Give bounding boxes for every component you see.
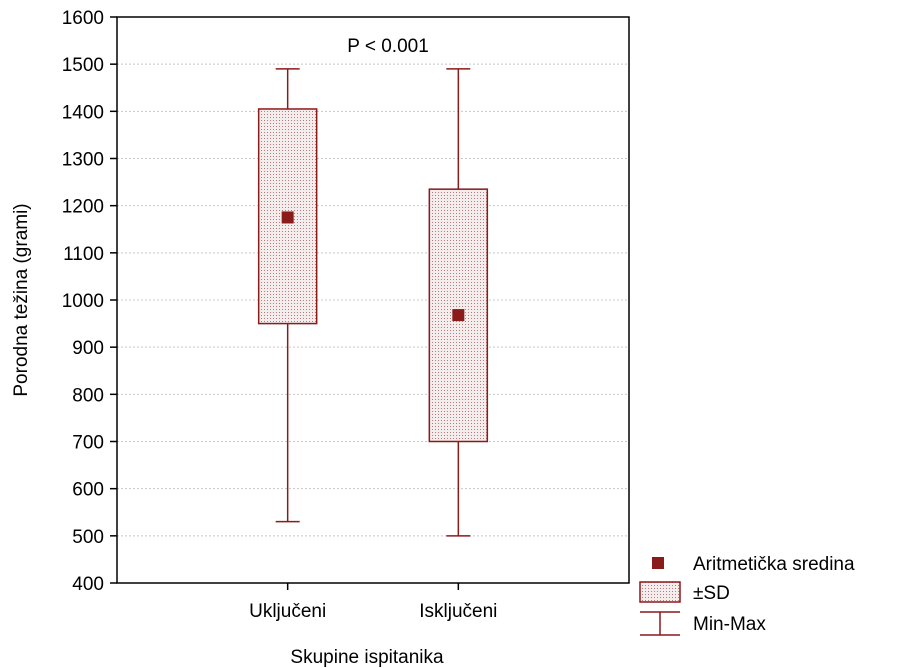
y-tick-label: 500	[72, 527, 104, 548]
y-tick-label: 1600	[62, 8, 104, 29]
y-tick-label: 800	[72, 385, 104, 406]
legend-minmax-symbol	[640, 611, 680, 636]
y-axis-title: Porodna težina (grami)	[11, 203, 32, 396]
legend-mean-label: Aritmetička sredina	[693, 554, 855, 575]
annotation-p-value: P < 0.001	[347, 36, 429, 57]
group-2-mean-marker	[452, 309, 465, 322]
group-1-mean-marker	[281, 211, 294, 224]
y-tick-label: 1300	[62, 150, 104, 171]
box-series	[257, 68, 489, 537]
y-tick-label: 1400	[62, 102, 104, 123]
y-tick-label: 1000	[62, 291, 104, 312]
gridlines	[117, 63, 629, 537]
y-tick-label: 1500	[62, 55, 104, 76]
y-tick-label: 600	[72, 480, 104, 501]
x-axis: Uključeni Isključeni	[249, 583, 497, 622]
y-tick-label: 900	[72, 338, 104, 359]
legend-sd-label: ±SD	[693, 583, 730, 604]
legend: Aritmetička sredina ±SD Min-Max	[639, 554, 855, 636]
x-tick-label: Isključeni	[419, 601, 497, 622]
legend-sd-swatch	[639, 581, 681, 603]
y-axis: 400 500 600 700 800 900 1000 1100 1200 1300 1400 15…	[62, 8, 117, 595]
legend-mean-marker	[652, 557, 664, 569]
x-tick-label: Uključeni	[249, 601, 326, 622]
legend-minmax-label: Min-Max	[693, 614, 766, 635]
x-axis-title: Skupine ispitanika	[290, 647, 444, 668]
y-tick-label: 700	[72, 433, 104, 454]
y-tick-label: 400	[72, 574, 104, 595]
y-tick-label: 1200	[62, 197, 104, 218]
y-tick-label: 1100	[63, 244, 104, 265]
